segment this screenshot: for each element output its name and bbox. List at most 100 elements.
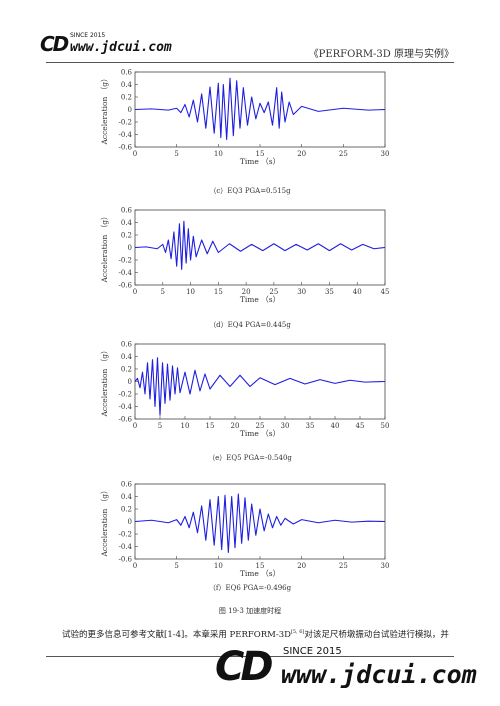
chart-caption-eq6: （f）EQ6 PGA=-0.496g [208,584,292,592]
y-tick-label: 0.4 [121,493,133,501]
y-tick-label: -0.4 [119,543,133,551]
x-tick-label: 15 [256,562,265,570]
x-tick-label: 0 [133,150,137,158]
chart-eq3: 0 5 10 15 20 25 30 0.6 0.4 0.2 0 -0.2 -0.4 -0.6 Time （… [95,66,405,176]
header-rule [46,62,454,63]
y-tick-label: 0.4 [121,353,133,361]
y-tick-label: -0.4 [119,131,133,139]
y-tick-label: -0.2 [119,257,133,265]
y-tick-label: -0.2 [119,391,133,399]
x-tick-label: 5 [161,288,165,296]
x-tick-label: 30 [381,562,390,570]
y-tick-label: 0.6 [121,207,133,215]
chart-eq4-svg: 0 5 10 15 20 25 30 35 40 45 0.6 0.4 0.2 0 -0.2 -0.4 -0.6… [100,207,390,305]
x-tick-label: 45 [381,288,390,296]
x-tick-label: 25 [339,562,348,570]
body-text-after: 对该足尺桥墩振动台试验进行模拟，并 [304,630,449,640]
x-tick-label: 30 [297,288,306,296]
x-tick-label: 0 [133,562,137,570]
x-tick-label: 40 [353,288,362,296]
logo-cd-mark: CD [40,32,69,56]
y-tick-label: -0.6 [119,282,133,290]
x-tick-label: 10 [186,288,195,296]
y-tick-label: 0 [128,244,132,252]
acceleration-trace [134,220,386,270]
footer-logo-since: SINCE 2015 [283,646,342,657]
y-tick-label: -0.6 [119,416,133,424]
x-axis-label: Time （s） [240,295,280,304]
y-tick-label: 0.2 [121,366,132,374]
y-tick-label: 0.4 [121,81,133,89]
x-tick-label: 25 [256,422,265,430]
x-tick-label: 20 [231,422,240,430]
y-tick-label: -0.6 [119,144,133,152]
x-tick-label: 5 [174,150,178,158]
x-tick-label: 15 [256,150,265,158]
y-tick-label: 0 [128,518,132,526]
x-axis-label: Time （s） [240,429,280,438]
y-tick-label: -0.2 [119,531,133,539]
x-tick-label: 20 [297,150,306,158]
y-tick-label: -0.6 [119,556,133,564]
x-tick-label: 30 [381,150,390,158]
y-axis-label: Acceleration （g） [100,212,109,283]
x-tick-label: 35 [325,288,334,296]
y-tick-label: 0.6 [121,69,133,77]
chart-eq6: 0 5 10 15 20 25 30 0.6 0.4 0.2 0 -0.2 -0.4 -0.6 Time （… [95,478,405,588]
y-axis-label: Acceleration （g） [100,74,109,145]
y-tick-label: 0 [128,106,132,114]
x-tick-label: 5 [158,422,162,430]
x-tick-label: 25 [269,288,278,296]
x-tick-label: 15 [206,422,215,430]
y-axis-label: Acceleration （g） [100,486,109,557]
x-tick-label: 20 [297,562,306,570]
chart-caption-eq4: （d）EQ4 PGA=0.445g [209,321,291,329]
acceleration-trace [134,77,386,141]
logo-url: www.jdcui.com [70,40,172,55]
chart-eq4: 0 5 10 15 20 25 30 35 40 45 0.6 0.4 0.2 0 -0.2 -0.4 -0.6… [95,204,405,314]
y-tick-label: -0.2 [119,119,133,127]
chart-eq5: 0 5 10 15 20 25 30 35 40 45 50 0.6 0.4 0.2 0 -0.2 -0.4 -0… [95,338,405,448]
x-tick-label: 0 [133,422,137,430]
y-tick-label: 0 [128,378,132,386]
x-tick-label: 10 [214,562,223,570]
x-tick-label: 10 [214,150,223,158]
y-tick-label: 0.4 [121,219,133,227]
x-tick-label: 20 [242,288,251,296]
x-tick-label: 0 [133,288,137,296]
footer-logo[interactable]: CD SINCE 2015 www.jdcui.com [215,644,477,700]
y-tick-label: 0.2 [121,94,132,102]
y-tick-label: 0.6 [121,341,133,349]
y-tick-label: 0.2 [121,232,132,240]
chart-caption-eq3: （c）EQ3 PGA=0.515g [209,187,291,195]
chart-eq5-svg: 0 5 10 15 20 25 30 35 40 45 50 0.6 0.4 0.2 0 -0.2 -0.4 -0… [100,341,390,439]
x-axis-label: Time （s） [240,157,280,166]
chart-caption-eq5: （e）EQ5 PGA=-0.540g [208,454,292,462]
x-tick-label: 30 [281,422,290,430]
y-tick-label: 0.6 [121,481,133,489]
x-tick-label: 50 [381,422,390,430]
y-tick-label: -0.4 [119,269,133,277]
x-axis-label: Time （s） [240,569,280,578]
chart-eq3-svg: 0 5 10 15 20 25 30 0.6 0.4 0.2 0 -0.2 -0.4 -0.6 Time （… [100,69,390,167]
acceleration-trace [134,357,386,416]
y-tick-label: -0.4 [119,403,133,411]
x-tick-label: 25 [339,150,348,158]
footer-logo-url: www.jdcui.com [281,660,477,689]
plot-frame [134,343,386,420]
x-tick-label: 15 [214,288,223,296]
chart-eq6-svg: 0 5 10 15 20 25 30 0.6 0.4 0.2 0 -0.2 -0.4 -0.6 Time （… [100,481,390,579]
x-tick-label: 10 [181,422,190,430]
logo-since: SINCE 2015 [70,32,106,39]
body-paragraph: 试验的更多信息可参考文献[1-4]。本章采用 PERFORM-3D[5, 6]对… [62,628,452,640]
page-header: CD SINCE 2015 www.jdcui.com 《PERFORM-3D … [0,0,500,64]
x-tick-label: 45 [356,422,365,430]
y-tick-label: 0.2 [121,506,132,514]
y-axis-label: Acceleration （g） [100,346,109,417]
site-logo[interactable]: CD SINCE 2015 www.jdcui.com [40,32,200,60]
footer-logo-cd-mark: CD [215,644,274,690]
citation-superscript[interactable]: [5, 6] [290,629,305,636]
book-title: 《PERFORM-3D 原理与实例》 [308,49,454,60]
x-tick-label: 5 [174,562,178,570]
body-text-before: 试验的更多信息可参考文献[1-4]。本章采用 PERFORM-3D [62,630,291,640]
